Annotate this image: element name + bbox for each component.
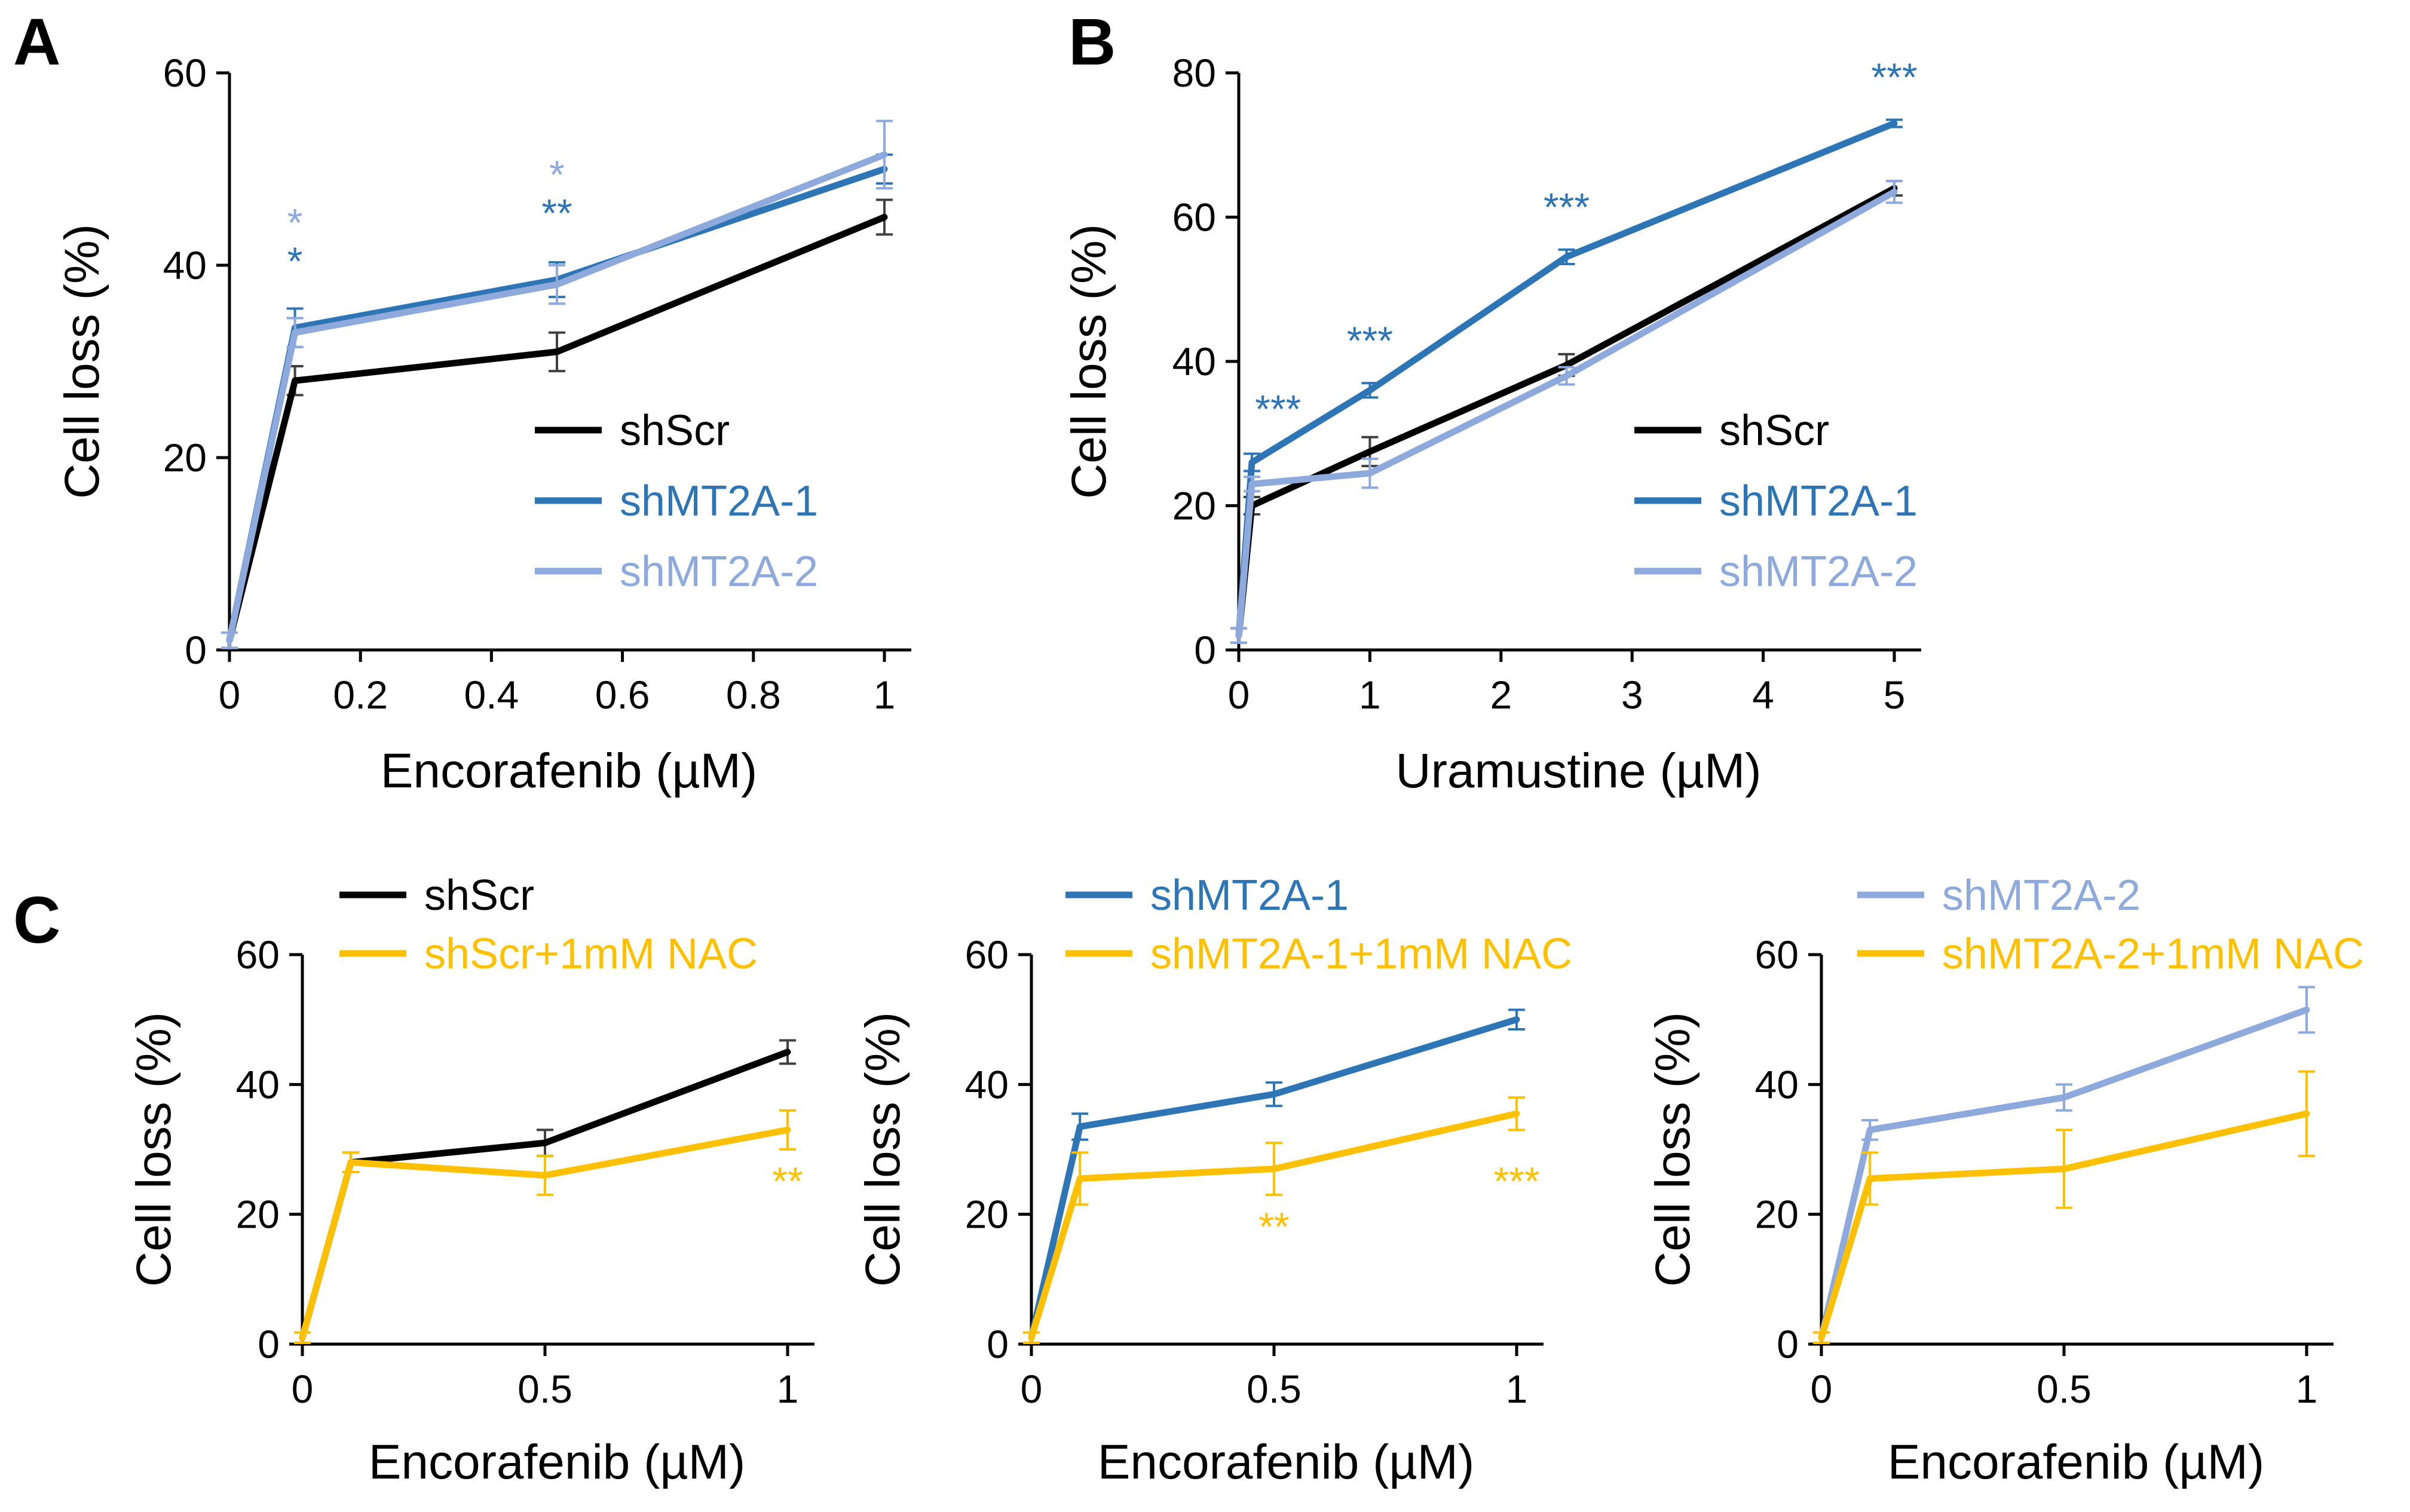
legend-label: shMT2A-1+1mM NAC: [1150, 930, 1572, 978]
y-tick-label: 40: [1172, 339, 1216, 384]
x-tick-label: 1: [1359, 673, 1381, 717]
x-tick-label: 1: [2296, 1367, 2318, 1411]
y-tick-label: 0: [185, 628, 207, 672]
legend-label: shMT2A-2: [1942, 872, 2140, 919]
y-tick-label: 20: [236, 1192, 280, 1237]
series-line: [226, 151, 888, 644]
x-tick-label: 0: [292, 1367, 314, 1411]
x-axis-title: Encorafenib (µM): [1098, 1435, 1475, 1489]
y-tick-label: 20: [1172, 484, 1216, 528]
x-tick-label: 0: [1021, 1367, 1043, 1411]
y-tick-label: 60: [163, 51, 207, 95]
x-tick-label: 0: [219, 673, 241, 717]
legend-label: shMT2A-2: [620, 548, 818, 596]
y-axis-title: Cell loss (%): [55, 224, 109, 499]
x-tick-label: 0.2: [333, 673, 388, 717]
legend-label: shScr: [424, 872, 534, 919]
series-shmt2a-1: [1023, 1008, 1525, 1344]
legend-label: shMT2A-1: [1150, 872, 1349, 919]
legend-label: shScr: [620, 407, 730, 455]
x-tick-label: 0.8: [726, 673, 781, 717]
legend-label: shScr: [1719, 407, 1829, 455]
legend-label: shMT2A-1: [1719, 477, 1918, 525]
x-tick-label: 0.6: [595, 673, 650, 717]
y-tick-label: 60: [1172, 195, 1216, 240]
significance-mark: **: [772, 1159, 803, 1203]
y-tick-label: 0: [987, 1322, 1009, 1366]
y-tick-label: 40: [236, 1062, 280, 1106]
x-tick-label: 0.4: [464, 673, 519, 717]
series-line: [1818, 1006, 2310, 1341]
significance-mark: *: [287, 201, 303, 245]
y-tick-label: 60: [965, 933, 1009, 977]
significance-mark: ***: [1347, 318, 1393, 363]
chart-panel-c-shscr: C 0 20 40 60 0 0.5 1 Encorafenib (µM) Cell loss (…: [13, 872, 814, 1489]
significance-mark: ***: [1544, 185, 1590, 229]
series-line: [299, 1126, 791, 1341]
series-shmt2a-2: [221, 119, 893, 649]
y-axis-title: Cell loss (%): [1062, 224, 1116, 499]
chart-panel-b: B 0 20 40 60 80 0 1 2 3 4 5 Uramustine (µM) Cell loss…: [1062, 5, 1921, 798]
significance-mark: ***: [1255, 387, 1301, 431]
x-tick-label: 1: [777, 1367, 799, 1411]
y-tick-label: 0: [258, 1322, 280, 1366]
x-tick-label: 0.5: [2037, 1367, 2091, 1411]
x-tick-label: 3: [1621, 673, 1643, 717]
x-tick-label: 0.5: [517, 1367, 572, 1411]
x-tick-label: 0: [1811, 1367, 1833, 1411]
x-tick-label: 0.5: [1247, 1367, 1302, 1411]
series-shmt2a-2-1mm-nac: [1813, 1070, 2315, 1344]
legend-label: shMT2A-2+1mM NAC: [1942, 930, 2364, 978]
series-line: [1028, 1016, 1520, 1341]
y-tick-label: 0: [1194, 628, 1216, 672]
y-tick-label: 60: [236, 933, 280, 977]
y-tick-label: 0: [1777, 1322, 1799, 1366]
significance-mark: ***: [1871, 55, 1917, 99]
significance-mark: *: [287, 239, 303, 283]
y-axis-title: Cell loss (%): [856, 1012, 910, 1287]
significance-mark: **: [1258, 1204, 1289, 1249]
x-tick-label: 4: [1752, 673, 1774, 717]
panel-letter-c: C: [13, 884, 60, 957]
y-tick-label: 40: [163, 243, 207, 287]
x-axis-title: Encorafenib (µM): [369, 1435, 746, 1489]
significance-mark: ***: [1493, 1159, 1539, 1203]
x-tick-label: 5: [1884, 673, 1906, 717]
y-tick-label: 20: [965, 1192, 1009, 1237]
panel-letter-a: A: [13, 5, 60, 79]
y-tick-label: 40: [965, 1062, 1009, 1106]
series-line: [226, 214, 888, 644]
series-line: [1028, 1110, 1520, 1341]
significance-mark: *: [549, 152, 565, 197]
series-line: [1818, 1110, 2310, 1341]
series-shmt2a-2: [1230, 180, 1903, 644]
significance-mark: **: [541, 191, 572, 235]
panel-letter-b: B: [1068, 5, 1116, 79]
x-tick-label: 1: [874, 673, 896, 717]
y-tick-label: 40: [1755, 1062, 1799, 1106]
chart-panel-a: A 0 20 40 60 0 0.2 0.4 0.6 0.8 1 Encorafenib (µM) Ce…: [13, 5, 911, 798]
legend-label: shMT2A-1: [620, 477, 818, 525]
legend-label: shMT2A-2: [1719, 548, 1918, 596]
y-tick-label: 20: [1755, 1192, 1799, 1237]
y-tick-label: 20: [163, 435, 207, 480]
x-axis-title: Uramustine (µM): [1395, 744, 1761, 798]
y-axis-title: Cell loss (%): [1646, 1012, 1700, 1287]
chart-panel-c-shmt2a-1: 0 20 40 60 0 0.5 1 Encorafenib (µM) Cell loss (%…: [856, 872, 1572, 1489]
x-tick-label: 0: [1228, 673, 1250, 717]
x-tick-label: 1: [1506, 1367, 1528, 1411]
x-tick-label: 2: [1490, 673, 1512, 717]
chart-panel-c-shmt2a-2: 0 20 40 60 0 0.5 1 Encorafenib (µM) Cell loss (%…: [1646, 872, 2364, 1489]
series-shmt2a-1-1mm-nac: [1023, 1096, 1525, 1344]
y-tick-label: 60: [1755, 933, 1799, 977]
series-line: [1235, 188, 1898, 639]
legend-label: shScr+1mM NAC: [424, 930, 758, 978]
y-tick-label: 80: [1172, 51, 1216, 95]
x-axis-title: Encorafenib (µM): [1888, 1435, 2265, 1489]
x-axis-title: Encorafenib (µM): [381, 744, 758, 798]
y-axis-title: Cell loss (%): [127, 1012, 181, 1287]
series-shscr-1mm-nac: [294, 1109, 796, 1344]
